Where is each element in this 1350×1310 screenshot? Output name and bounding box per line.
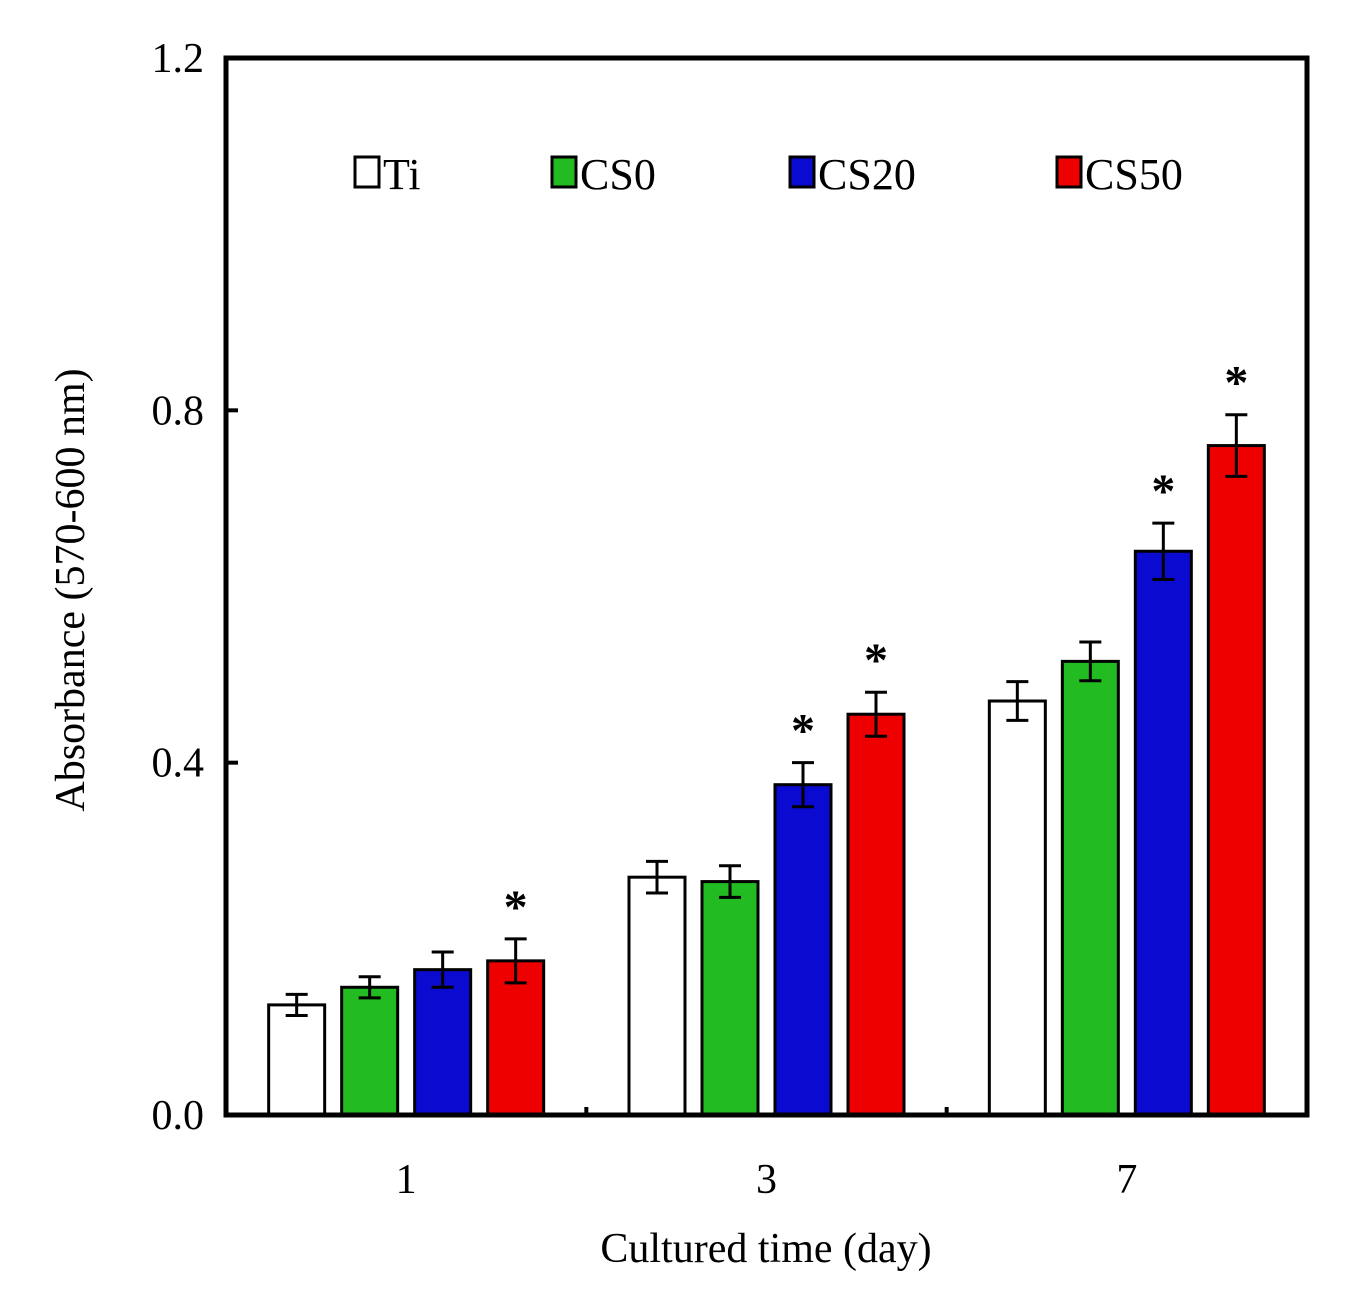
bar-cs0-day-7	[1060, 659, 1120, 1117]
y-tick-label: 0.0	[152, 1093, 205, 1139]
significance-asterisk: *	[1224, 357, 1248, 410]
significance-asterisk: *	[791, 705, 815, 758]
bar-cs20-day-3	[773, 783, 833, 1117]
legend-swatch-cs50	[1055, 155, 1083, 189]
legend-label-cs50: CS50	[1085, 150, 1183, 199]
legend-label-cs20: CS20	[818, 150, 916, 199]
bar-cs20-day-7	[1133, 549, 1193, 1117]
legend-swatch-cs0	[550, 155, 578, 189]
error-bars-layer	[285, 413, 1248, 1017]
legend-label-ti: Ti	[383, 150, 421, 199]
bar-ti-day-1	[267, 1003, 327, 1117]
bar-cs20-day-1	[413, 968, 473, 1117]
bar-ti-day-3	[627, 875, 687, 1117]
significance-asterisk: *	[864, 634, 888, 687]
y-axis-ticks: 0.0 0.4 0.8 1.2	[152, 36, 238, 1139]
legend-label-cs0: CS0	[580, 150, 656, 199]
x-axis-title: Cultured time (day)	[600, 1226, 931, 1272]
bar-ti-day-7	[987, 699, 1047, 1117]
significance-asterisk: *	[504, 881, 528, 934]
significance-asterisk: *	[1151, 465, 1175, 518]
y-tick-label: 0.8	[152, 388, 205, 434]
x-tick-label: 7	[1116, 1157, 1137, 1203]
legend: Ti CS0 CS20 CS50	[353, 150, 1183, 199]
bar-cs50-day-3	[846, 712, 906, 1117]
legend-swatch-cs20	[788, 155, 816, 189]
significance-layer: * * * * *	[504, 357, 1249, 934]
y-axis-title: Absorbance (570-600 nm)	[48, 368, 94, 811]
bar-cs50-day-7	[1206, 444, 1266, 1117]
legend-swatch-ti	[353, 155, 381, 189]
plot-frame	[223, 55, 1310, 1118]
y-tick-label: 1.2	[152, 36, 205, 82]
x-tick-label: 3	[756, 1157, 777, 1203]
x-tick-label: 1	[396, 1157, 417, 1203]
x-axis-ticks: 1 3 7	[396, 1107, 1137, 1203]
y-tick-label: 0.4	[152, 741, 205, 787]
bar-cs50-day-1	[486, 959, 546, 1117]
bar-cs0-day-1	[340, 985, 400, 1117]
bars-layer	[267, 444, 1266, 1117]
bar-cs0-day-3	[700, 880, 760, 1117]
